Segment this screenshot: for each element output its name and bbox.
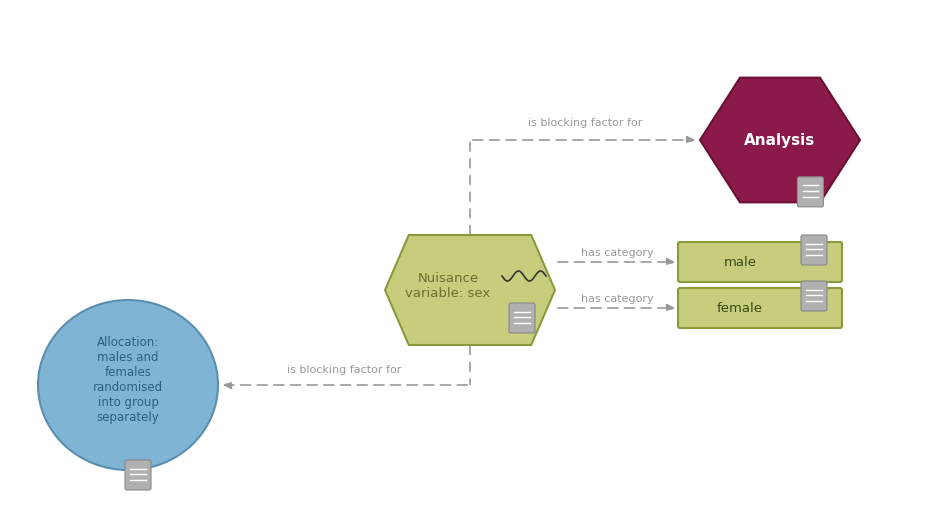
FancyBboxPatch shape <box>509 303 535 333</box>
Text: Analysis: Analysis <box>745 133 816 148</box>
Text: female: female <box>717 301 763 314</box>
Text: is blocking factor for: is blocking factor for <box>528 118 642 128</box>
FancyBboxPatch shape <box>125 460 151 490</box>
Polygon shape <box>700 77 860 202</box>
Text: has category: has category <box>581 294 654 304</box>
Text: Nuisance
variable: sex: Nuisance variable: sex <box>406 272 490 300</box>
FancyBboxPatch shape <box>678 242 842 282</box>
FancyBboxPatch shape <box>678 288 842 328</box>
Text: has category: has category <box>581 248 654 258</box>
FancyBboxPatch shape <box>797 177 824 207</box>
Polygon shape <box>385 235 555 345</box>
Ellipse shape <box>38 300 218 470</box>
Text: male: male <box>724 255 757 268</box>
FancyBboxPatch shape <box>801 235 827 265</box>
Text: is blocking factor for: is blocking factor for <box>286 365 401 375</box>
FancyBboxPatch shape <box>801 281 827 311</box>
Text: Allocation:
males and
females
randomised
into group
separately: Allocation: males and females randomised… <box>93 336 163 424</box>
